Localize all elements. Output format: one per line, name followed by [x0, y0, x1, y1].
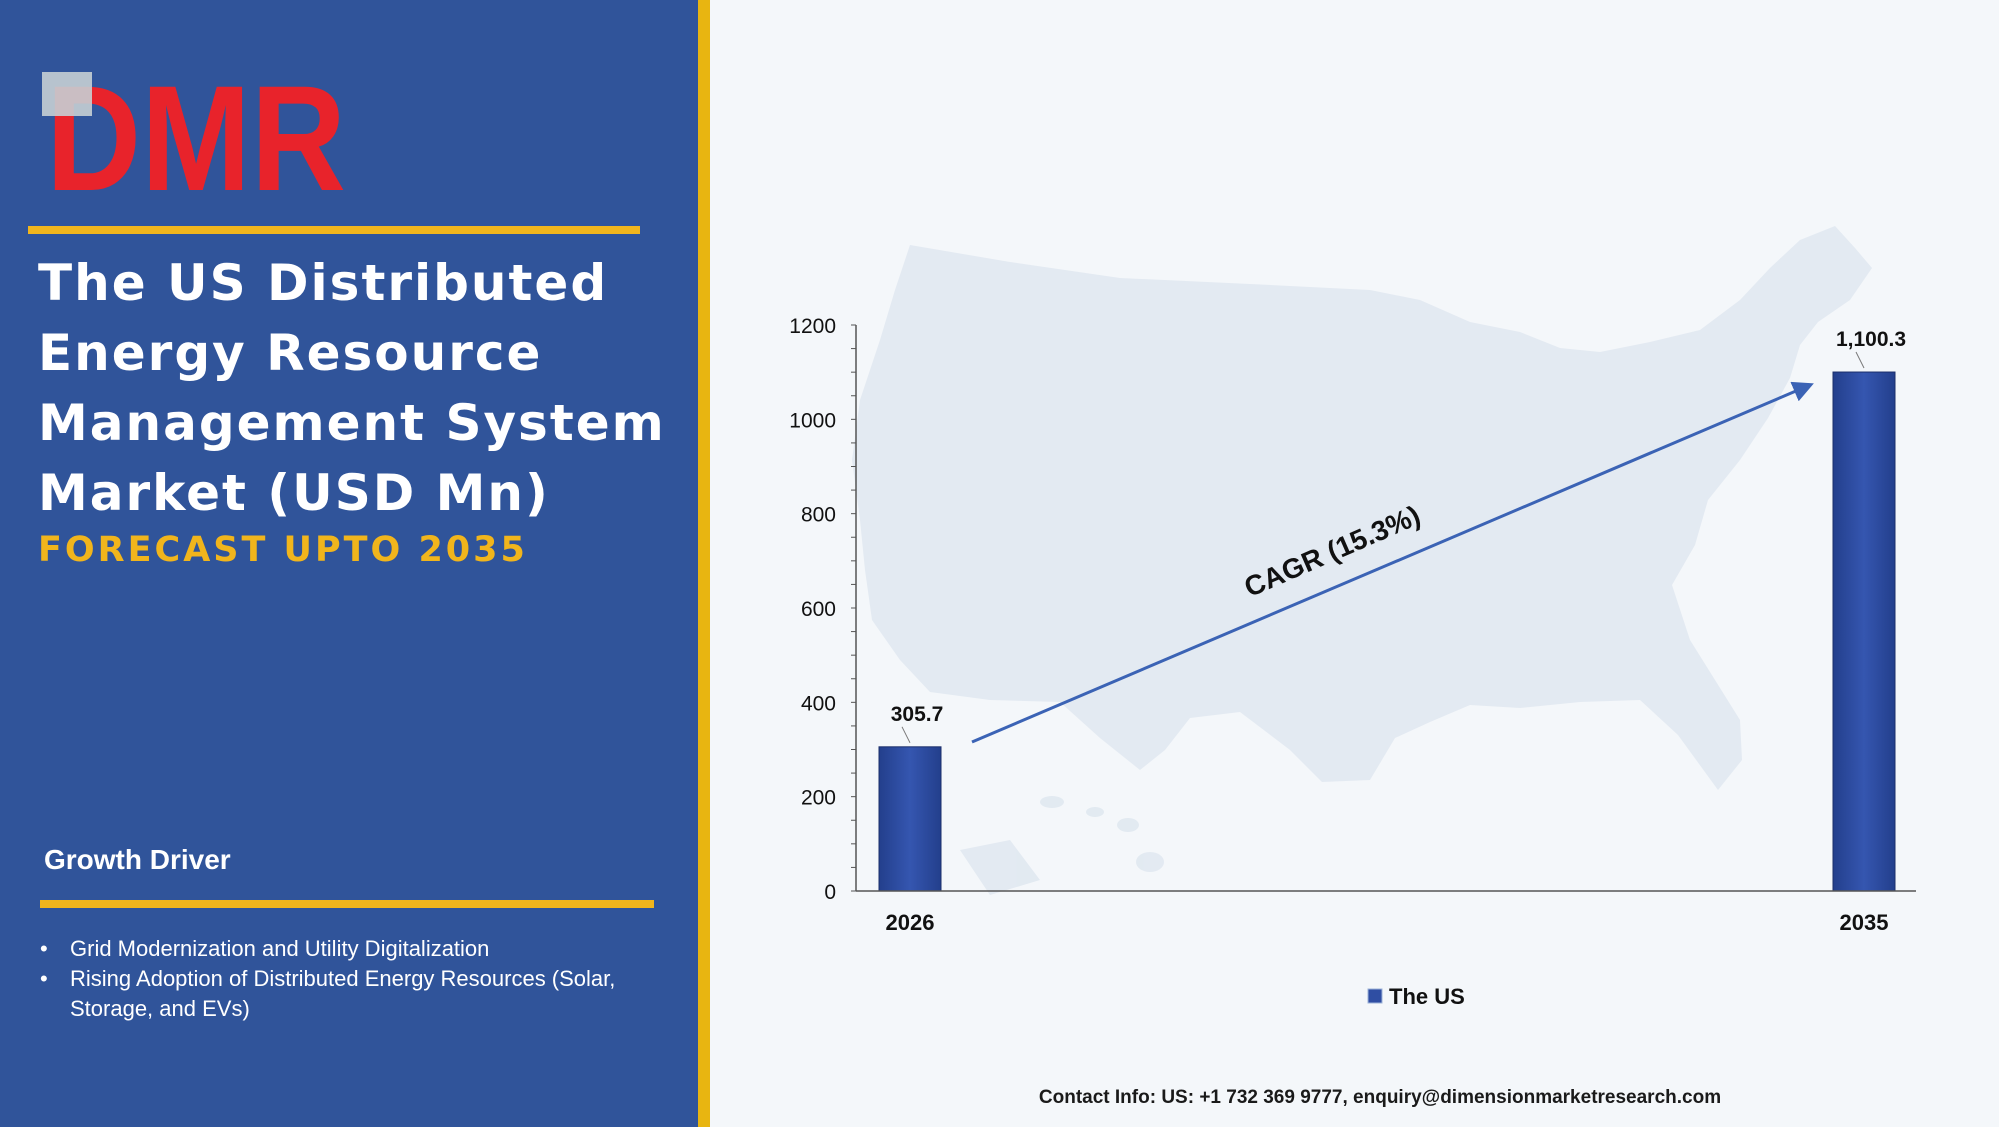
page-title: The US Distributed Energy Resource Manag… — [38, 248, 678, 528]
y-tick-label: 400 — [801, 692, 836, 715]
growth-driver-list: Grid Modernization and Utility Digitaliz… — [40, 934, 660, 1024]
map-islands — [960, 796, 1164, 895]
growth-divider — [40, 900, 654, 908]
title-divider — [28, 226, 640, 234]
y-tick-label: 1200 — [789, 315, 836, 338]
data-label-2026: 305.7 — [891, 703, 944, 726]
bar-2035 — [1832, 371, 1896, 892]
us-map-silhouette — [852, 226, 1872, 790]
data-label-2035: 1,100.3 — [1836, 328, 1906, 351]
bar-2026 — [878, 746, 942, 892]
forecast-subtitle: FORECAST UPTO 2035 — [38, 530, 528, 570]
growth-driver-item: Grid Modernization and Utility Digitaliz… — [40, 934, 660, 964]
title-line: Market (USD Mn) — [38, 464, 550, 522]
legend: The US — [1367, 984, 1465, 1009]
growth-driver-item: Rising Adoption of Distributed Energy Re… — [40, 964, 660, 1024]
logo-text: DMR — [46, 66, 346, 202]
y-axis: 0 200 400 600 800 1000 1200 — [789, 315, 857, 904]
data-label-leader — [901, 726, 911, 744]
growth-driver-heading: Growth Driver — [44, 844, 231, 875]
x-tick-label-2035: 2035 — [1840, 910, 1889, 935]
dmr-logo: DMR — [42, 66, 346, 202]
y-tick-label: 200 — [801, 787, 836, 810]
contact-info: Contact Info: US: +1 732 369 9777, enqui… — [1038, 1087, 1722, 1108]
cagr-arrow — [971, 381, 1814, 744]
legend-label: The US — [1389, 984, 1465, 1009]
x-axis: 2026 2035 — [856, 890, 1916, 935]
y-tick-label: 0 — [824, 881, 836, 904]
gold-divider-stripe — [698, 0, 710, 1127]
logo-grey-accent — [42, 72, 92, 116]
legend-swatch — [1367, 988, 1383, 1004]
title-line: Energy Resource — [38, 324, 543, 382]
bars: 305.7 1,100.3 — [878, 328, 1906, 892]
title-line: The US Distributed — [38, 254, 609, 312]
data-label-leader — [1855, 351, 1865, 369]
y-tick-label: 800 — [801, 504, 836, 527]
y-tick-label: 600 — [801, 598, 836, 621]
title-line: Management System — [38, 394, 666, 452]
x-tick-label-2026: 2026 — [886, 910, 935, 935]
y-tick-label: 1000 — [789, 409, 836, 432]
